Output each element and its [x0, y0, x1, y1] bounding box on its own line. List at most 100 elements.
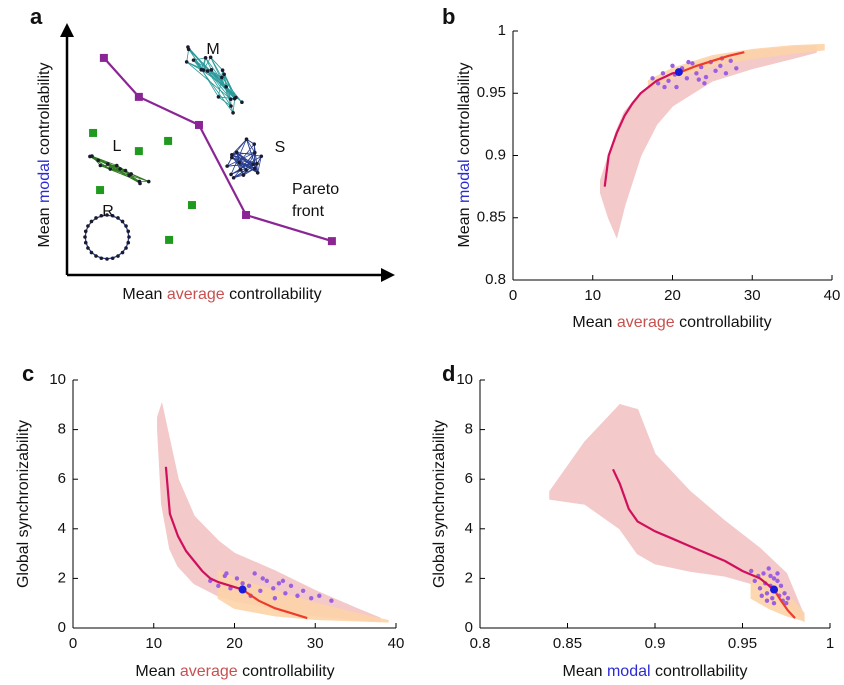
network-edge: [257, 156, 262, 173]
network-node: [244, 137, 249, 142]
network-node: [255, 170, 260, 175]
y-tick-label: 1: [498, 22, 506, 39]
sample-point: [759, 593, 764, 598]
trajectory-line: [241, 588, 308, 620]
network-node: [120, 250, 125, 255]
axis-label-part: average: [617, 314, 675, 331]
network-node: [137, 179, 142, 184]
network-node: [220, 75, 224, 80]
y-tick-label: 4: [465, 520, 473, 537]
x-tick-label: 0.85: [553, 635, 582, 652]
axis-label: Mean modal controllability: [456, 63, 473, 248]
sample-point: [728, 58, 733, 64]
sample-point: [734, 66, 739, 71]
network-edge: [203, 57, 211, 71]
axis-label-part: controllability: [225, 286, 322, 303]
y-tick-label: 8: [465, 421, 473, 438]
pareto-label: front: [292, 203, 325, 220]
ensemble-band: [599, 45, 817, 239]
sample-point: [775, 578, 780, 584]
sample-point: [662, 84, 667, 90]
trajectory-line: [164, 466, 243, 591]
y-tick-label: 2: [465, 569, 473, 586]
sample-point: [775, 571, 780, 576]
sample-point: [723, 71, 729, 76]
network-edge: [253, 144, 259, 173]
network-node: [238, 168, 243, 172]
network-node: [120, 219, 125, 224]
network-edge: [236, 152, 247, 171]
pareto-point: [242, 210, 251, 219]
sample-point: [271, 586, 276, 591]
network-node: [231, 175, 236, 180]
trajectory-line: [603, 71, 681, 187]
network-node: [252, 150, 257, 155]
network-node: [90, 154, 94, 158]
y-tick-label: 0.95: [477, 84, 506, 101]
sample-point: [694, 71, 699, 76]
network-node: [220, 68, 225, 72]
network-node: [116, 216, 120, 220]
network-edge: [218, 96, 232, 107]
axis-label-part: controllability: [456, 63, 473, 160]
trajectory-line: [773, 589, 796, 619]
sample-point: [240, 581, 245, 586]
trajectory-line: [680, 51, 745, 74]
sample-point: [674, 84, 679, 90]
network-edge: [100, 165, 149, 182]
sample-point: [224, 571, 229, 576]
sample-point: [703, 74, 709, 80]
x-tick-label: 1: [826, 635, 834, 652]
sample-point: [771, 576, 777, 581]
axis-label-part: average: [180, 663, 238, 680]
network-edge: [186, 49, 190, 62]
sample-point: [770, 596, 775, 601]
network-node: [231, 110, 235, 115]
network-edge: [210, 57, 223, 71]
network-point: [89, 128, 98, 137]
network-node: [252, 166, 257, 171]
network-edge: [186, 61, 202, 71]
network-edge: [231, 138, 247, 156]
y-tick-label: 0: [58, 619, 66, 636]
network-edge: [89, 156, 111, 170]
sample-point: [696, 77, 702, 82]
trajectory-line: [612, 468, 775, 591]
pareto-point: [194, 120, 203, 129]
network-point: [164, 136, 173, 145]
network-node: [199, 67, 204, 72]
network-edge: [226, 152, 255, 167]
network-node: [126, 229, 131, 234]
network-node: [241, 173, 246, 177]
network-node: [105, 213, 109, 217]
network-node: [234, 150, 239, 155]
network-node: [126, 240, 131, 245]
axis-label: Mean average controllability: [572, 314, 771, 331]
x-tick-label: 0.95: [728, 635, 757, 652]
network-node: [118, 167, 122, 171]
network-node: [216, 95, 221, 99]
highlight-point: [238, 585, 247, 594]
sample-point: [764, 598, 770, 603]
network-node: [127, 235, 131, 239]
network-point: [96, 186, 105, 195]
network-node: [124, 246, 128, 250]
sample-point: [768, 573, 773, 579]
sample-point: [258, 588, 263, 593]
network-point: [165, 235, 174, 244]
network-node: [186, 47, 191, 52]
sample-point: [778, 583, 784, 589]
network-node: [94, 216, 98, 220]
network-edge: [210, 57, 223, 78]
sample-point: [766, 566, 771, 571]
y-tick-label: 6: [465, 470, 473, 487]
axis-label-part: Mean: [135, 663, 179, 680]
network-point: [134, 147, 143, 156]
sample-point: [761, 571, 766, 576]
network-node: [208, 55, 213, 60]
network-edge: [188, 49, 204, 71]
network-node: [108, 167, 113, 171]
network-node: [225, 164, 229, 168]
network-node: [234, 95, 238, 100]
sample-point: [252, 571, 257, 576]
